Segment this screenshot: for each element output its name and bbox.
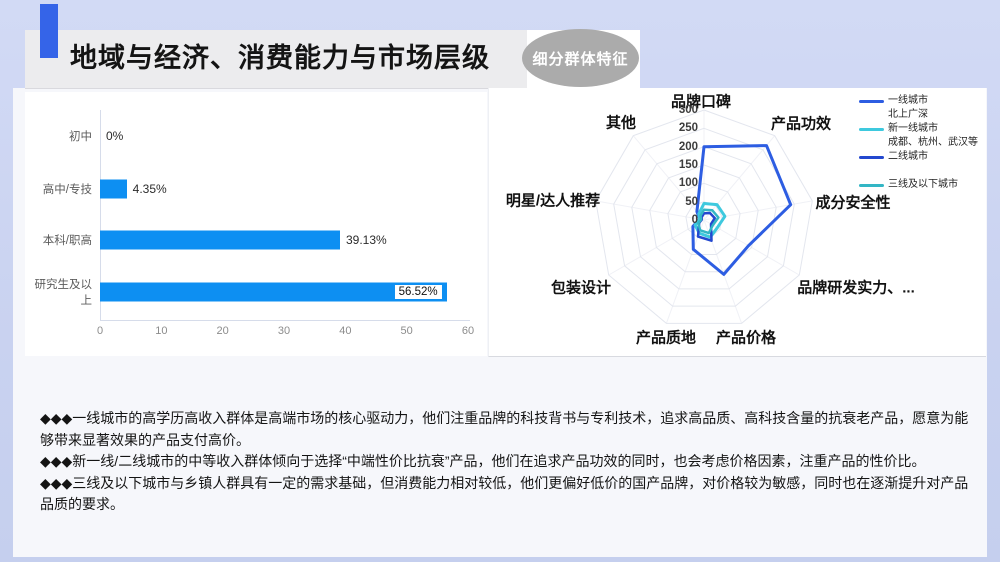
legend-label: 一线城市 bbox=[888, 95, 928, 106]
bar-category-label: 本科/职高 bbox=[42, 235, 92, 247]
radar-axis-tick: 200 bbox=[678, 140, 698, 153]
legend-label: 二线城市 bbox=[888, 151, 928, 162]
note-tier1: ◆◆◆一线城市的高学历高收入群体是高端市场的核心驱动力，他们注重品牌的科技背书与… bbox=[40, 410, 969, 448]
radar-series bbox=[697, 208, 720, 235]
legend-item: 一线城市 北上广深 bbox=[859, 94, 978, 122]
x-axis-tick: 50 bbox=[400, 325, 413, 337]
radar-category-label: 产品功效 bbox=[770, 115, 832, 133]
bar-chart-y-axis bbox=[100, 110, 101, 320]
x-axis-tick: 10 bbox=[155, 325, 168, 337]
note-tier2: ◆◆◆新一线/二线城市的中等收入群体倾向于选择“中端性价比抗衰”产品，他们在追求… bbox=[40, 453, 926, 469]
legend-item: 二线城市 bbox=[859, 150, 978, 178]
radar-grid-ring bbox=[631, 146, 777, 290]
bar-chart-x-axis bbox=[100, 320, 470, 321]
bar bbox=[100, 179, 127, 199]
legend-label: 新一线城市 bbox=[888, 123, 938, 134]
x-axis-tick: 60 bbox=[461, 325, 475, 337]
radar-category-label: 包装设计 bbox=[550, 279, 612, 297]
bar-category-label: 研究生及以上 bbox=[34, 279, 93, 307]
legend-swatch bbox=[859, 183, 884, 187]
radar-category-label: 产品质地 bbox=[635, 329, 697, 347]
radar-axis-tick: 300 bbox=[678, 104, 698, 116]
legend-swatch bbox=[859, 155, 884, 159]
radar-category-label: 明星/达人推荐 bbox=[505, 192, 601, 210]
legend-swatch bbox=[859, 127, 884, 131]
education-bar-chart-card: 初中 0% 高中/专技 4.35% 本科/职高 39.13% 研究生及以上 56.52% 0 10… bbox=[25, 92, 487, 356]
radar-axis-tick: 250 bbox=[678, 122, 698, 135]
x-axis-tick: 20 bbox=[216, 325, 229, 337]
legend-sublabel: 北上广深 bbox=[888, 109, 928, 120]
legend-item: 三线及以下城市 bbox=[859, 178, 978, 192]
bar-category-label: 初中 bbox=[69, 131, 92, 143]
x-axis-tick: 30 bbox=[277, 325, 291, 337]
legend-label: 三线及以下城市 bbox=[888, 179, 958, 190]
x-axis-tick: 40 bbox=[339, 325, 352, 337]
radar-axis-tick: 50 bbox=[685, 195, 698, 208]
radar-grid-ring bbox=[667, 182, 741, 255]
note-tier3: ◆◆◆三线及以下城市与乡镇人群具有一定的需求基础，但消费能力相对较低，他们更偏好… bbox=[40, 474, 969, 513]
radar-series bbox=[693, 202, 727, 239]
radar-axis-tick: 0 bbox=[691, 214, 698, 226]
radar-axis-tick: 100 bbox=[678, 177, 698, 190]
title-bar bbox=[25, 30, 527, 89]
legend-swatch bbox=[859, 99, 884, 103]
legend-sublabel: 成都、杭州、武汉等 bbox=[888, 137, 978, 148]
bar bbox=[100, 282, 447, 302]
radar-category-label: 品牌研发实力、... bbox=[797, 279, 915, 297]
radar-category-label: 成分安全性 bbox=[815, 194, 891, 212]
insight-notes: ◆◆◆一线城市的高学历高收入群体是高端市场的核心驱动力，他们注重品牌的科技背书与… bbox=[40, 408, 970, 516]
bar-value-label: 56.52% bbox=[394, 285, 442, 299]
bar-chart-plot: 初中 0% 高中/专技 4.35% 本科/职高 39.13% 研究生及以上 56.52% 0 10… bbox=[25, 92, 487, 356]
legend-item: 新一线城市成都、杭州、武汉等 bbox=[859, 122, 978, 150]
radar-legend: 一线城市北上广深新一线城市成都、杭州、武汉等 二线城市三线及以下城市 bbox=[859, 94, 978, 192]
bar-value-label: 4.35% bbox=[132, 182, 167, 196]
radar-category-label: 其他 bbox=[605, 114, 637, 132]
bar-category-label: 高中/专技 bbox=[42, 184, 92, 196]
bar bbox=[100, 230, 340, 250]
radar-grid-ring bbox=[649, 164, 759, 273]
radar-chart bbox=[595, 109, 813, 324]
radar-grid-ring bbox=[595, 109, 813, 324]
radar-axis-tick: 150 bbox=[678, 159, 698, 171]
bar-value-label: 0% bbox=[106, 129, 124, 143]
x-axis-tick: 0 bbox=[96, 325, 104, 337]
title-accent-bar bbox=[40, 4, 58, 58]
subtitle-badge: 细分群体特征 bbox=[522, 29, 639, 87]
page-title: 地域与经济、消费能力与市场层级 bbox=[70, 43, 490, 73]
radar-category-label: 产品价格 bbox=[715, 329, 777, 347]
radar-category-label: 品牌口碑 bbox=[670, 93, 732, 111]
city-tier-radar-chart-card: 品牌口碑产品功效成分安全性品牌研发实力、... 产品价格 产品质地 包装设计 明星/达人… bbox=[488, 88, 986, 357]
bar-value-label: 39.13% bbox=[345, 233, 387, 247]
